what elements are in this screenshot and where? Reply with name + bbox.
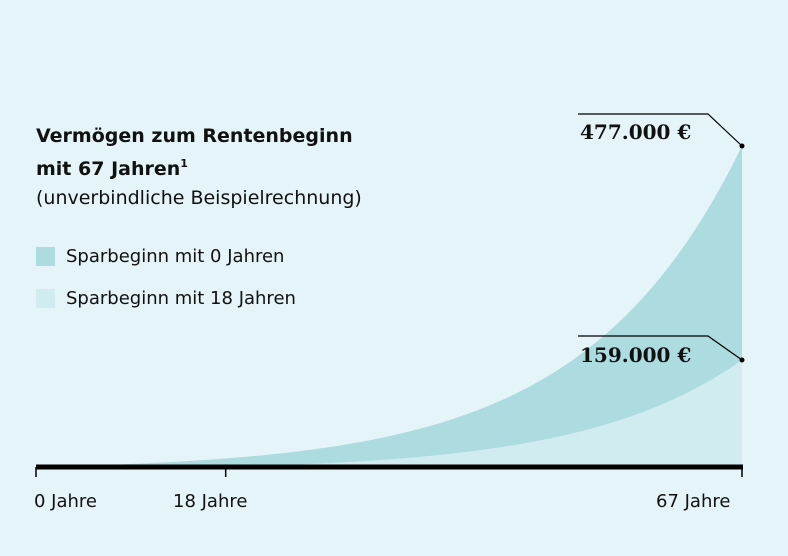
legend-item-sparbeginn-0: Sparbeginn mit 0 Jahren bbox=[36, 244, 284, 268]
end-value-label-sparbeginn-0: 477.000 € bbox=[580, 120, 692, 144]
footnote-marker: 1 bbox=[180, 157, 188, 170]
legend-swatch-sparbeginn-0 bbox=[36, 246, 55, 266]
leader-line-18 bbox=[578, 335, 743, 361]
end-point-18 bbox=[739, 357, 745, 363]
x-axis-ticks bbox=[35, 467, 743, 477]
end-point-0 bbox=[739, 143, 745, 149]
end-value-label-sparbeginn-18: 159.000 € bbox=[580, 343, 692, 367]
legend-label-sparbeginn-0: Sparbeginn mit 0 Jahren bbox=[66, 245, 285, 267]
chart-subtitle: (unverbindliche Beispielrechnung) bbox=[36, 187, 362, 209]
area-series-sparbeginn-0 bbox=[36, 146, 742, 467]
legend-swatch-sparbeginn-18 bbox=[36, 288, 55, 308]
legend-label-sparbeginn-18: Sparbeginn mit 18 Jahren bbox=[66, 287, 296, 309]
legend-item-sparbeginn-18: Sparbeginn mit 18 Jahren bbox=[36, 286, 296, 310]
chart-title-line2: mit 67 Jahren1 bbox=[36, 150, 353, 183]
x-tick-label-18: 18 Jahre bbox=[173, 491, 248, 512]
x-tick-label-0: 0 Jahre bbox=[34, 491, 97, 512]
value-leader-lines bbox=[578, 113, 745, 363]
area-series-sparbeginn-18 bbox=[225, 360, 743, 467]
chart-title: Vermögen zum Rentenbeginn mit 67 Jahren1 bbox=[36, 122, 353, 183]
chart-title-line2-text: mit 67 Jahren bbox=[36, 158, 181, 180]
leader-line-0 bbox=[578, 113, 743, 147]
chart-title-line1: Vermögen zum Rentenbeginn bbox=[36, 125, 353, 147]
x-tick-label-67: 67 Jahre bbox=[656, 491, 731, 512]
